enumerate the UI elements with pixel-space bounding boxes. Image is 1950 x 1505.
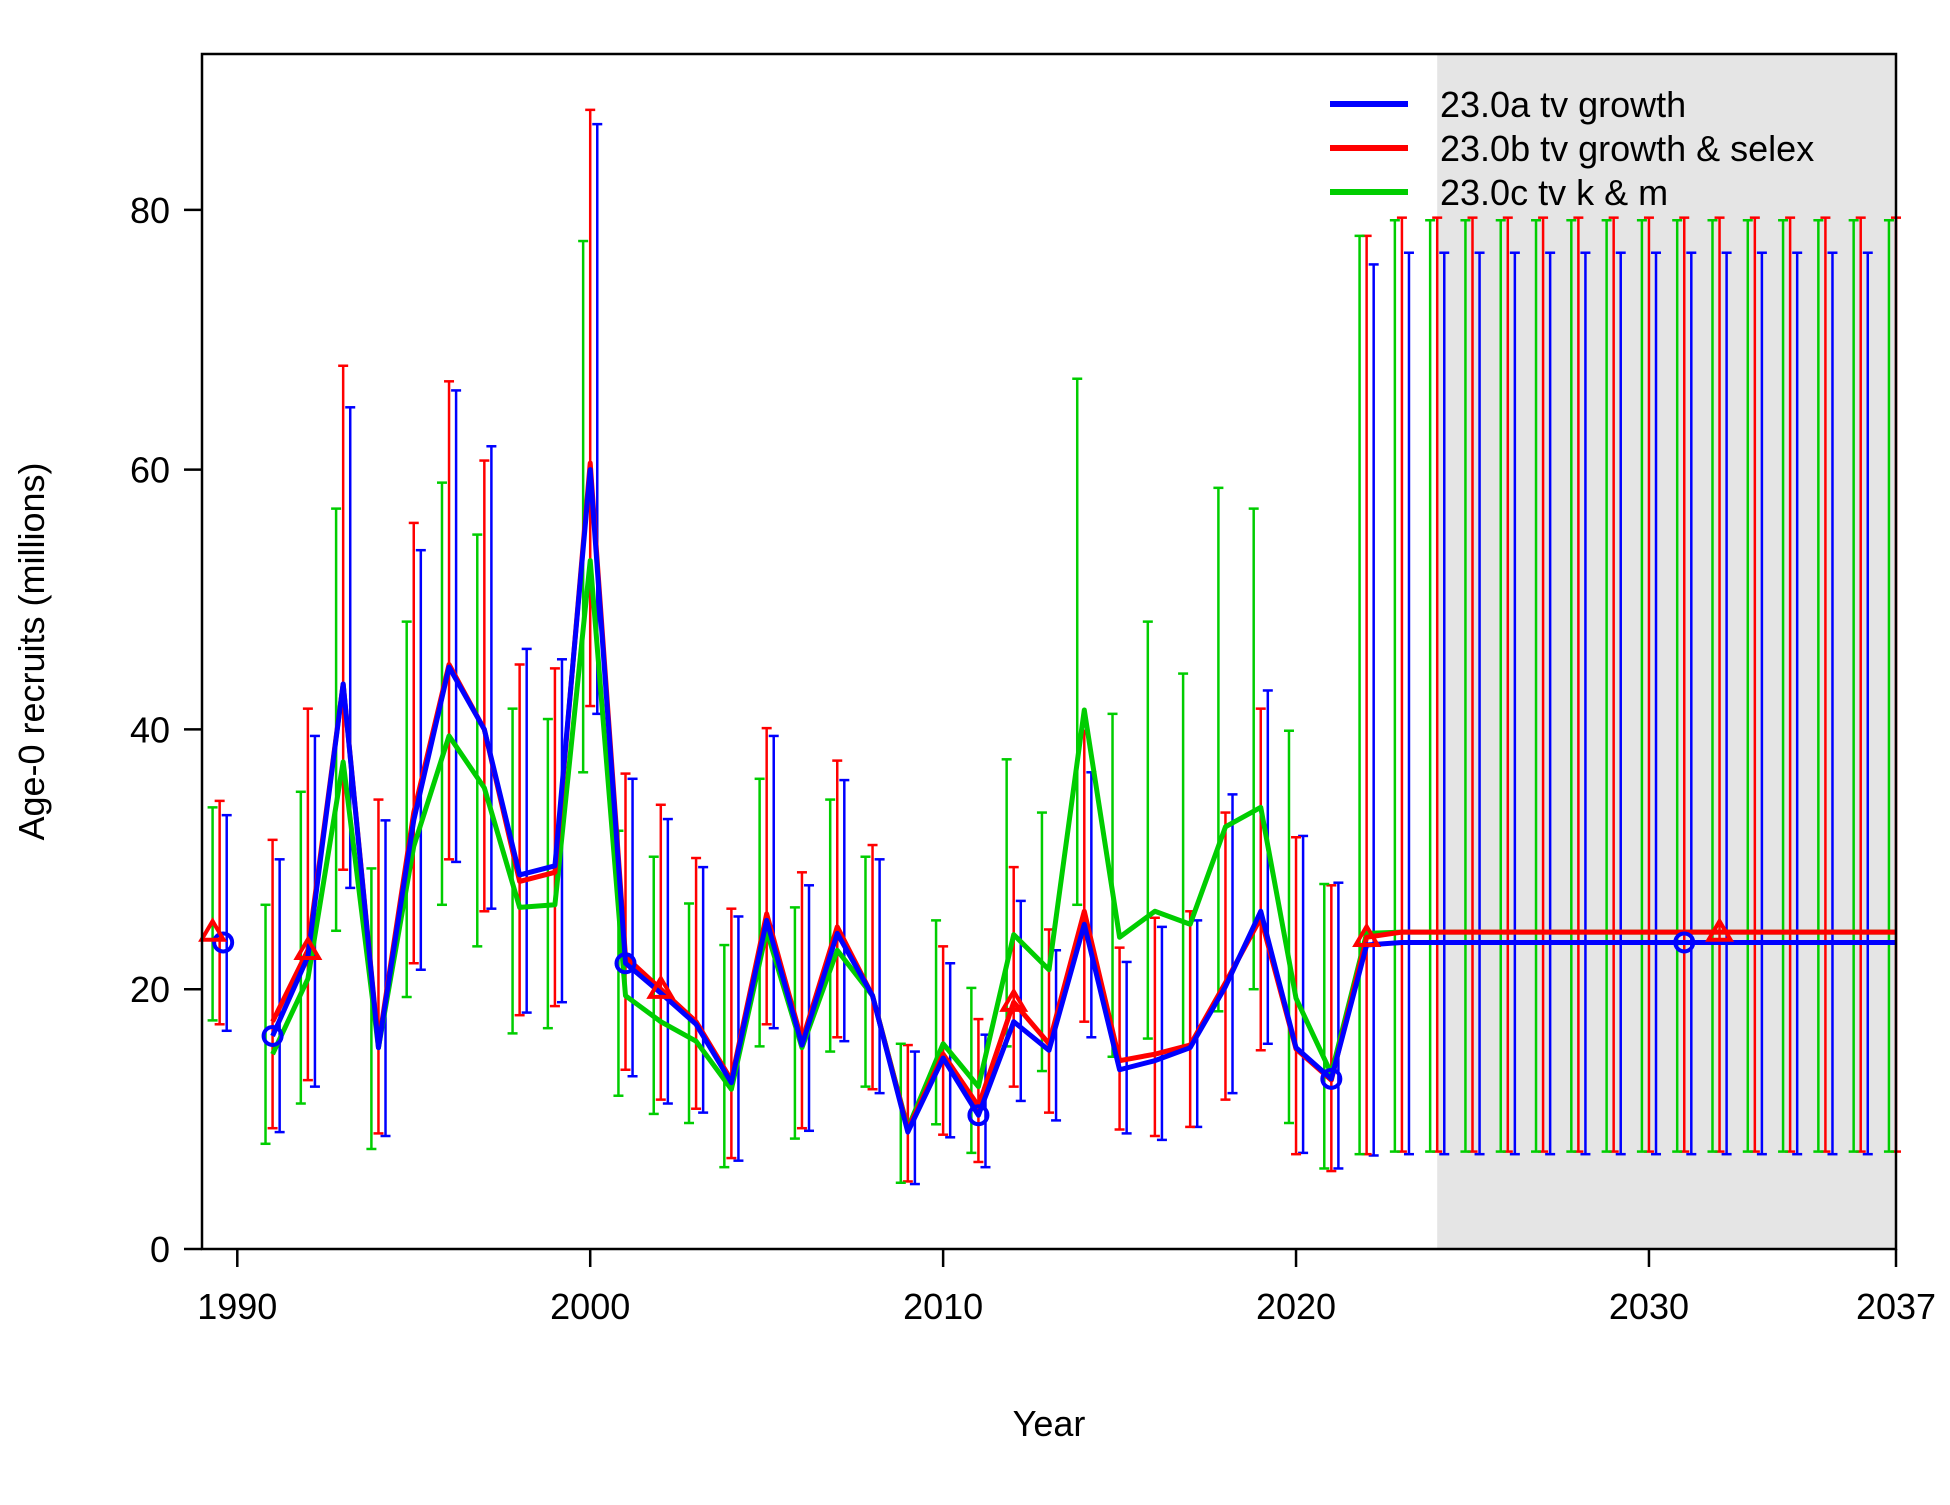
x-tick-label: 1990 <box>197 1286 277 1327</box>
triangle-marker <box>646 974 676 999</box>
x-tick-label: 2000 <box>550 1286 630 1327</box>
y-tick-label: 0 <box>150 1229 170 1270</box>
x-tick-label: 2037 <box>1856 1286 1936 1327</box>
legend-label-2: 23.0b tv growth & selex <box>1440 128 1814 169</box>
series-lines <box>270 460 1896 1135</box>
legend-label-1: 23.0a tv growth <box>1440 84 1686 125</box>
error-bar-group-2 <box>214 108 1901 1183</box>
circle-marker <box>212 931 235 954</box>
series-markers <box>198 917 1735 1127</box>
y-axis: 0 20 40 60 80 <box>130 190 202 1270</box>
y-axis-label: Age-0 recruits (millions) <box>11 462 52 840</box>
triangle-marker <box>1705 917 1735 942</box>
series-line-1 <box>270 467 1896 1135</box>
x-axis: 1990 2000 2010 2020 2030 2037 <box>197 1249 1936 1327</box>
triangle-marker <box>293 935 323 960</box>
error-bar-group-1 <box>221 122 1873 1186</box>
series-line-2 <box>270 460 1896 1132</box>
error-bars <box>207 108 1901 1186</box>
x-tick-label: 2010 <box>903 1286 983 1327</box>
circle-marker <box>261 1024 284 1047</box>
circle-marker <box>1320 1067 1343 1090</box>
x-tick-label: 2030 <box>1609 1286 1689 1327</box>
circle-marker <box>1673 931 1696 954</box>
x-axis-label: Year <box>1013 1403 1086 1444</box>
forecast-shade <box>1437 54 1896 1249</box>
y-tick-label: 80 <box>130 190 170 231</box>
x-tick-label: 2020 <box>1256 1286 1336 1327</box>
triangle-marker <box>198 917 228 942</box>
circle-marker <box>614 952 637 975</box>
triangle-marker <box>999 987 1029 1012</box>
error-bar-group-3 <box>207 219 1894 1185</box>
y-tick-label: 40 <box>130 709 170 750</box>
plot-frame <box>200 52 1898 1251</box>
triangle-marker <box>1352 922 1382 947</box>
forecast-shade-layer <box>1437 54 1896 1249</box>
y-tick-label: 60 <box>130 450 170 491</box>
y-tick-label: 20 <box>130 969 170 1010</box>
circle-marker <box>967 1104 990 1127</box>
legend-label-3: 23.0c tv k & m <box>1440 172 1668 213</box>
